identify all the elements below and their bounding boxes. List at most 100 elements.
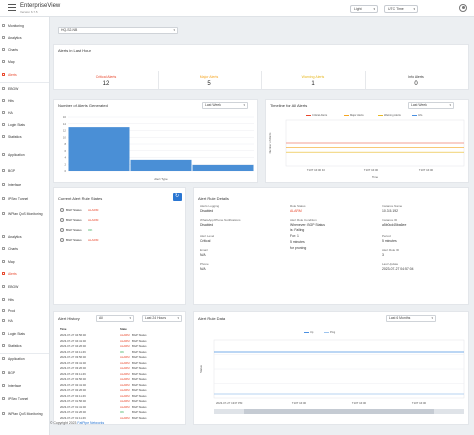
detail-label: Alert Rule ID xyxy=(382,248,400,252)
rule-state-badge: ALARM xyxy=(88,218,99,222)
footer-company-link[interactable]: FatPipe Networks xyxy=(77,421,105,425)
history-col-state: State xyxy=(120,327,127,331)
sidebar-item-icon xyxy=(2,36,5,39)
history-state: ALARM xyxy=(120,366,130,370)
y-tick-label: 10 xyxy=(63,135,67,139)
history-rule: BGP Status xyxy=(132,333,147,337)
detail-value: Disabled xyxy=(200,209,214,213)
range-slider-handle xyxy=(244,409,434,414)
detail-value: for pruning xyxy=(290,246,307,250)
sidebar-item-icon xyxy=(2,24,5,27)
detail-value: N/A xyxy=(200,253,206,257)
history-filter-select[interactable]: All ▾ xyxy=(96,315,134,322)
sidebar-item-label: WPlan QoS Monitoring xyxy=(8,212,43,216)
sidebar-item-label: Map xyxy=(8,260,15,264)
history-rule: BGP Status xyxy=(132,366,147,370)
sidebar-item-icon xyxy=(2,344,5,347)
history-state: ALARM xyxy=(120,355,130,359)
user-profile-icon[interactable] xyxy=(459,4,467,12)
history-rule: BGP Status xyxy=(132,410,147,414)
rule-radio[interactable] xyxy=(60,218,64,222)
legend-swatch xyxy=(304,332,309,333)
theme-select[interactable]: Light ▾ xyxy=(350,5,378,13)
history-range-value: Last 24 Hours xyxy=(145,316,167,320)
sidebar-item-label: Charts xyxy=(8,247,18,251)
rule-data-line-chart: 2023-07-27 1337 PM T10T 16:00 T10T 16:00 T1… xyxy=(199,339,465,414)
detail-label: Alerts Logging xyxy=(200,204,220,208)
rule-radio[interactable] xyxy=(60,208,64,212)
history-state: ALARM xyxy=(120,404,130,409)
history-time: 2023-07-27 04:56:46 xyxy=(60,333,86,337)
legend-swatch xyxy=(378,115,383,116)
x-axis-label: Time xyxy=(372,175,379,179)
sidebar-item-label: Alerts xyxy=(8,73,17,77)
sidebar-item-icon xyxy=(2,285,5,288)
detail-value: a5b0cd45ba6ee xyxy=(382,223,407,227)
sidebar-item-icon xyxy=(2,384,5,387)
history-state: ALARM xyxy=(120,377,130,381)
history-time: 2023-07-27 02:56:46 xyxy=(60,377,86,381)
device-select[interactable]: HQ-S2-NB ▾ xyxy=(58,27,178,34)
sidebar-item-label: Statistics xyxy=(8,344,22,348)
sidebar-item-icon xyxy=(2,48,5,51)
legend-label: Major Alerts xyxy=(350,113,364,117)
legend-swatch xyxy=(412,115,417,116)
legend-label: Critical Alerts xyxy=(312,113,328,117)
detail-label: Alert Level xyxy=(200,234,215,238)
history-rule: BGP Status xyxy=(132,393,147,398)
history-range-select[interactable]: Last 24 Hours ▾ xyxy=(142,315,182,322)
sidebar-item-icon xyxy=(2,99,5,102)
history-time: 2023-07-27 01:41:46 xyxy=(60,404,86,409)
timeline-range-select[interactable]: Last Week ▾ xyxy=(408,102,454,109)
num-alerts-range-select[interactable]: Last Week ▾ xyxy=(202,102,248,109)
timezone-select[interactable]: UTC Time ▾ xyxy=(384,5,418,13)
y-tick-label: 16 xyxy=(63,115,67,119)
legend-label: Info xyxy=(418,113,423,117)
detail-label: Period xyxy=(382,234,391,238)
sidebar-item-label: BGP xyxy=(8,371,16,375)
summary-value: 12 xyxy=(102,81,110,87)
timezone-value: UTC Time xyxy=(388,7,404,11)
sidebar-item-icon xyxy=(2,272,5,275)
history-state: OK xyxy=(120,410,125,414)
sidebar-item-label: Interface xyxy=(8,183,22,187)
history-time: 2023-07-27 03:56:46 xyxy=(60,355,86,359)
y-tick-label: 8 xyxy=(64,142,66,146)
detail-value: N/A xyxy=(200,267,206,271)
x-tick-label: T10T 16:00 xyxy=(352,401,367,405)
summary-separator xyxy=(158,71,159,89)
sidebar-item-label: BGP xyxy=(8,169,16,173)
detail-value: For: 1 xyxy=(290,234,299,238)
detail-label: WhatsApp/Phone Notifications xyxy=(200,218,241,222)
history-rule: BGP Status xyxy=(132,344,147,348)
rule-data-range-select[interactable]: Last 6 Months ▾ xyxy=(386,315,436,322)
chevron-down-icon: ▾ xyxy=(129,316,131,320)
history-state: ALARM xyxy=(120,388,130,392)
rule-details-title: Alert Rule Details xyxy=(198,196,229,201)
rule-state-badge: ALARM xyxy=(88,208,99,212)
sidebar-item-label: Alerts xyxy=(8,272,17,276)
history-rule: BGP Status xyxy=(132,404,147,409)
sidebar-item-icon xyxy=(2,235,5,238)
footer-copyright: © Copyright 2023 xyxy=(50,421,78,425)
sidebar-item-label: HA xyxy=(8,319,13,323)
rule-radio[interactable] xyxy=(60,238,64,242)
sidebar-item-label: Application xyxy=(8,357,25,361)
hamburger-menu-icon[interactable] xyxy=(8,4,16,11)
history-rule: BGP Status xyxy=(132,377,147,381)
x-tick-label: T10T 16:00 xyxy=(419,168,434,172)
sidebar-item-icon xyxy=(2,60,5,63)
history-rule: BGP Status xyxy=(132,349,147,354)
history-time: 2023-07-27 02:26:46 xyxy=(60,388,86,392)
refresh-button[interactable]: ↻ xyxy=(173,193,182,201)
sidebar-item-label: Monitoring xyxy=(8,24,24,28)
history-state: ALARM xyxy=(120,360,130,365)
rule-radio[interactable] xyxy=(60,228,64,232)
sidebar-divider xyxy=(0,353,49,354)
sidebar-item-label: Analytics xyxy=(8,36,22,40)
sidebar-item-icon xyxy=(2,183,5,186)
alerts-bar-chart: 0 2 4 6 8 10 12 14 16 Alert Type xyxy=(63,115,254,181)
rule-name: BGP Status xyxy=(66,218,82,222)
detail-value: Critical xyxy=(200,239,211,243)
x-tick-label: T10T 16:00 xyxy=(412,401,427,405)
